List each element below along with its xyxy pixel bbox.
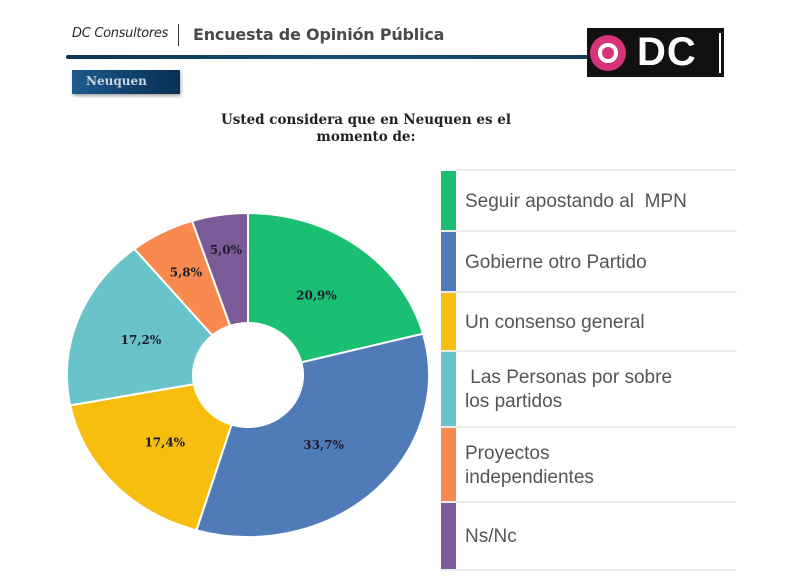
legend-label: Proyectos independientes: [465, 443, 594, 488]
chart-title: Usted considera que en Neuquen es el mom…: [220, 112, 512, 145]
legend-label: Las Personas por sobre los partidos: [465, 367, 673, 412]
slice-label-5: 5,8%: [170, 265, 203, 279]
legend-top-divider: [456, 169, 737, 171]
legend-label: Un consenso general: [465, 312, 645, 333]
slice-label-6: 5,0%: [210, 243, 243, 257]
legend-swatch: [441, 171, 456, 230]
legend-label: Gobierne otro Partido: [465, 252, 647, 273]
pie-slice-1: [247, 211, 425, 377]
legend-swatch: [441, 503, 456, 569]
logo-text: DC: [637, 30, 697, 74]
logo-ring-icon: [590, 35, 626, 71]
header-separator: [178, 24, 179, 46]
legend-swatch: [441, 293, 456, 350]
region-label: Neuquen: [86, 74, 147, 88]
donut-hole: [192, 322, 304, 428]
slice-label-1: 20,9%: [296, 288, 337, 302]
slice-label-3: 17,4%: [144, 435, 185, 449]
pie-slice-3: [69, 373, 250, 532]
legend-label: Seguir apostando al MPN: [465, 191, 687, 212]
legend-swatch: [441, 232, 456, 291]
header-rule: [66, 55, 588, 59]
legend-label: Ns/Nc: [465, 526, 517, 547]
legend-item: Las Personas por sobre los partidos: [441, 352, 737, 428]
brand-name: DC Consultores: [72, 26, 169, 41]
slice-label-4: 17,2%: [121, 333, 162, 347]
legend-swatch: [441, 352, 456, 426]
legend-item: Gobierne otro Partido: [441, 232, 737, 293]
odc-logo: DC: [587, 28, 724, 77]
region-badge: Neuquen: [72, 70, 180, 94]
logo-bar: [719, 33, 721, 73]
legend-item: Proyectos independientes: [441, 428, 737, 503]
legend-item: Seguir apostando al MPN: [441, 171, 737, 232]
legend-item: Un consenso general: [441, 293, 737, 352]
survey-title: Encuesta de Opinión Pública: [193, 25, 445, 44]
slice-label-2: 33,7%: [303, 438, 344, 452]
legend-item: Ns/Nc: [441, 503, 737, 571]
legend-swatch: [441, 428, 456, 501]
